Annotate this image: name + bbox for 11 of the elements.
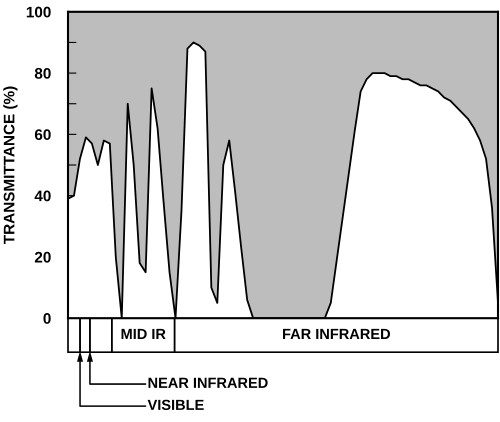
y-tick-label: 20	[34, 252, 51, 263]
text: MID IR	[122, 328, 166, 339]
text: FAR INFRARED	[283, 328, 390, 339]
y-tick-label: 40	[34, 190, 51, 202]
text: VISIBLE	[148, 400, 204, 410]
y-axis-title: TRANSMITTANCE (%)	[3, 86, 18, 244]
y-tick-label: 100	[26, 6, 51, 18]
y-tick-label: 80	[34, 68, 51, 79]
text: NEAR INFRARED	[148, 378, 268, 388]
y-tick-label: 0	[43, 313, 51, 324]
y-tick-label: 60	[34, 129, 51, 140]
